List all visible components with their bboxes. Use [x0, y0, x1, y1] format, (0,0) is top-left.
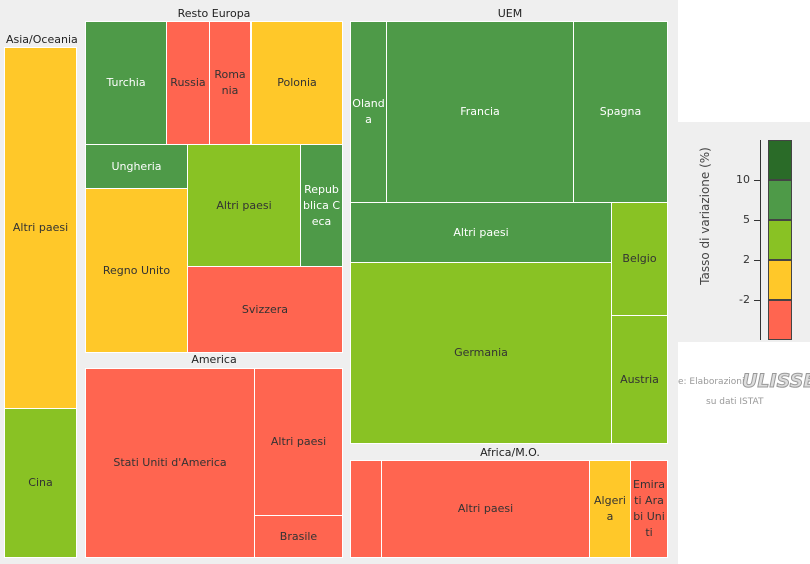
legend-tick [754, 220, 760, 221]
treemap-tile[interactable]: Russia [166, 21, 210, 145]
treemap-tile[interactable] [350, 460, 382, 558]
treemap-tile[interactable]: Stati Uniti d'America [85, 368, 255, 558]
tile-label: Algeria [594, 494, 626, 523]
treemap-tile[interactable]: Emirati Arabi Uniti [630, 460, 668, 558]
treemap-tile[interactable]: Turchia [85, 21, 167, 145]
tile-label: Brasile [279, 529, 318, 543]
treemap-tile[interactable]: Austria [611, 315, 668, 444]
group-title: Asia/Oceania [6, 33, 78, 46]
treemap-tile[interactable]: Francia [386, 21, 574, 203]
treemap-tile[interactable]: Svizzera [187, 266, 343, 353]
treemap-tile[interactable]: Ungheria [85, 144, 188, 189]
source-note: e: Elaborazioni [678, 377, 745, 387]
tile-label: Turchia [106, 76, 146, 89]
treemap-tile[interactable]: Germania [350, 262, 612, 444]
legend-tick-label: 2 [743, 253, 750, 266]
tile-label: Polonia [277, 76, 317, 89]
legend-swatch [768, 220, 792, 260]
treemap-tile[interactable]: Regno Unito [85, 188, 188, 353]
treemap-tile[interactable]: Altri paesi [4, 47, 77, 409]
treemap-tile[interactable]: Brasile [254, 515, 343, 558]
tile-label: Repubblica Ceca [302, 183, 341, 228]
tile-label: Olanda [352, 97, 385, 126]
legend-tick [754, 300, 760, 301]
tile-label: Altri paesi [270, 435, 327, 448]
treemap-tile[interactable]: Belgio [611, 202, 668, 316]
treemap-tile[interactable]: Olanda [350, 21, 387, 203]
group-title: Africa/M.O. [480, 446, 540, 459]
legend-swatch [768, 260, 792, 300]
treemap-panel: Asia/Oceania Altri paesi Cina Resto Europa T… [0, 0, 678, 564]
tile-label: Altri paesi [453, 225, 509, 239]
tile-label: Spagna [599, 105, 642, 118]
tile-label: Romania [214, 68, 246, 97]
tile-label: Ungheria [111, 159, 162, 173]
treemap-tile[interactable]: Romania [209, 21, 251, 145]
treemap-tile[interactable]: Algeria [589, 460, 631, 558]
legend-swatch [768, 140, 792, 180]
treemap-tile[interactable]: Repubblica Ceca [300, 144, 343, 268]
legend-swatch [768, 180, 792, 220]
legend-swatch [768, 300, 792, 340]
legend-tick-label: 5 [743, 213, 750, 226]
tile-label: Germania [454, 346, 508, 359]
tile-label: Emirati Arabi Uniti [633, 478, 665, 539]
treemap-tile[interactable]: Altri paesi [187, 144, 301, 268]
tile-label: Altri paesi [457, 502, 514, 515]
tile-label: Russia [170, 76, 206, 89]
legend-tick [754, 180, 760, 181]
tile-label: Austria [620, 372, 659, 386]
treemap-tile[interactable]: Altri paesi [254, 368, 343, 516]
tile-label: Altri paesi [216, 199, 272, 212]
legend-tick [754, 260, 760, 261]
group-title: UEM [497, 7, 523, 20]
tile-label: Altri paesi [12, 221, 69, 234]
tile-label: Belgio [622, 252, 657, 265]
legend-tick-label: 10 [736, 173, 750, 186]
treemap-tile[interactable]: Altri paesi [381, 460, 590, 558]
tile-label: Cina [28, 476, 53, 489]
treemap-tile[interactable]: Polonia [251, 21, 343, 145]
source-note-data: su dati ISTAT [706, 397, 764, 407]
tile-label: Francia [460, 105, 500, 118]
tile-label: Svizzera [241, 302, 289, 316]
tile-label: Stati Uniti d'America [113, 456, 227, 469]
treemap-tile[interactable]: Altri paesi [350, 202, 612, 263]
tile-label: Regno Unito [102, 263, 171, 277]
ulisse-logo: ULISSE [741, 370, 810, 393]
legend-axis [760, 140, 761, 340]
treemap-tile[interactable]: Spagna [573, 21, 668, 203]
group-title: Resto Europa [177, 7, 251, 20]
legend-tick-label: -2 [739, 293, 750, 306]
treemap-tile[interactable]: Cina [4, 408, 77, 558]
group-title: America [191, 353, 237, 366]
